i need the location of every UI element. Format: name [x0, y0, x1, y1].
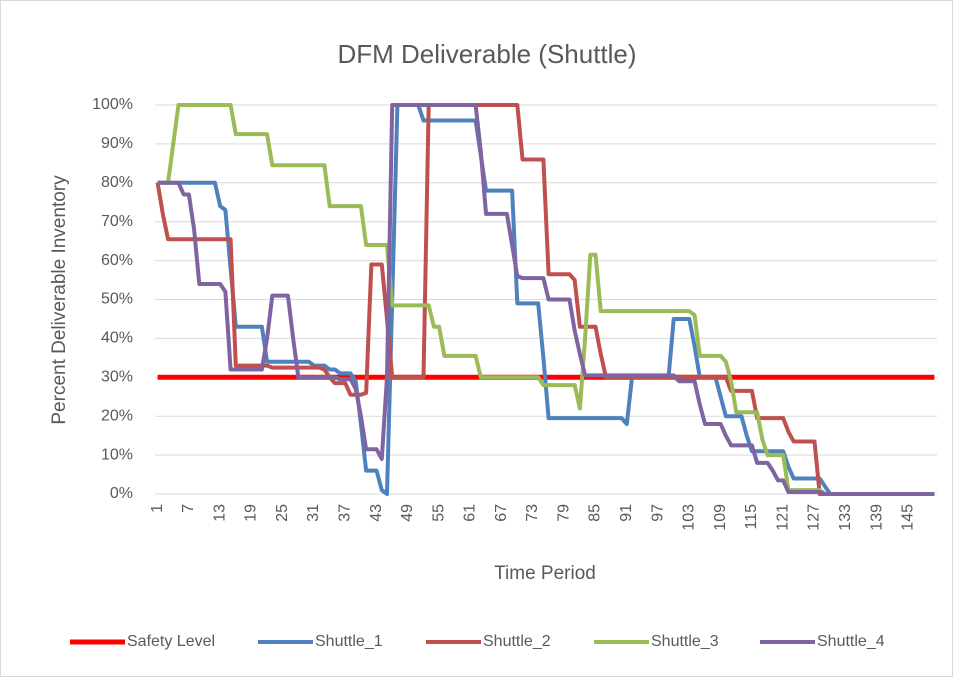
- x-tick-label: 109: [712, 504, 729, 531]
- x-tick-label: 67: [493, 504, 510, 522]
- x-tick-label: 145: [900, 504, 917, 531]
- legend-label: Shuttle_4: [817, 633, 885, 650]
- x-tick-label: 61: [462, 504, 479, 522]
- x-tick-label: 25: [274, 504, 291, 522]
- x-tick-label: 139: [868, 504, 885, 531]
- x-tick-label: 43: [368, 504, 385, 522]
- x-tick-label: 121: [774, 504, 791, 531]
- x-tick-label: 49: [399, 504, 416, 522]
- legend-label: Shuttle_1: [315, 633, 383, 650]
- series-line: [155, 103, 935, 496]
- y-tick-label: 0%: [110, 485, 133, 502]
- y-tick-label: 20%: [101, 407, 133, 424]
- x-tick-label: 97: [649, 504, 666, 522]
- x-tick-label: 73: [524, 504, 541, 522]
- x-tick-label: 31: [305, 504, 322, 522]
- x-tick-label: 1: [149, 504, 166, 513]
- legend-label: Safety Level: [127, 633, 215, 650]
- y-tick-label: 30%: [101, 369, 133, 386]
- x-tick-label: 115: [743, 504, 760, 530]
- y-tick-label: 40%: [101, 330, 133, 347]
- y-axis-title: Percent Deliverable Inventory: [49, 175, 70, 425]
- x-tick-label: 13: [211, 504, 228, 522]
- x-tick-label: 55: [430, 504, 447, 522]
- chart-title: DFM Deliverable (Shuttle): [337, 39, 636, 69]
- x-tick-label: 37: [337, 504, 354, 522]
- x-tick-label: 133: [837, 504, 854, 531]
- y-tick-label: 90%: [101, 135, 133, 152]
- x-tick-label: 85: [587, 504, 604, 522]
- y-tick-label: 50%: [101, 291, 133, 308]
- x-tick-label: 127: [806, 504, 823, 531]
- x-tick-label: 7: [180, 504, 197, 513]
- series-line: [157, 103, 935, 496]
- legend-label: Shuttle_2: [483, 633, 551, 650]
- x-axis-title: Time Period: [494, 563, 596, 584]
- y-tick-label: 100%: [92, 96, 133, 113]
- x-tick-label: 79: [555, 504, 572, 522]
- legend-label: Shuttle_3: [651, 633, 719, 650]
- y-tick-label: 70%: [101, 213, 133, 230]
- x-tick-label: 103: [681, 504, 698, 531]
- x-tick-label: 19: [243, 504, 260, 522]
- y-tick-label: 10%: [101, 446, 133, 463]
- x-tick-label: 91: [618, 504, 635, 522]
- y-tick-label: 80%: [101, 174, 133, 191]
- series-line: [157, 103, 935, 496]
- y-tick-label: 60%: [101, 252, 133, 269]
